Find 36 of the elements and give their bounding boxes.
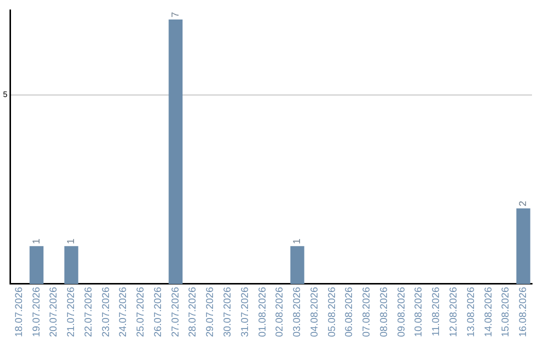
x-tick-label: 05.08.2026 <box>326 286 338 338</box>
x-tick-label: 31.07.2026 <box>240 286 251 338</box>
x-tick-label: 12.08.2026 <box>448 286 460 338</box>
x-tick-label: 16.08.2026 <box>518 286 530 338</box>
x-tick-label: 30.07.2026 <box>222 286 234 338</box>
x-tick-label: 19.07.2026 <box>31 286 42 338</box>
x-tick-label: 04.08.2026 <box>309 286 320 338</box>
x-tick-label: 08.08.2026 <box>378 286 390 338</box>
x-tick-label: 02.08.2026 <box>274 286 286 338</box>
x-tick-label: 03.08.2026 <box>292 286 304 338</box>
x-tick-label: 22.07.2026 <box>83 286 94 338</box>
x-tick-label: 21.07.2026 <box>66 286 78 338</box>
x-tick-label: 27.07.2026 <box>170 286 182 338</box>
x-tick-label: 23.07.2026 <box>100 286 112 338</box>
data-label: 1 <box>66 238 78 244</box>
x-tick-label: 06.08.2026 <box>344 286 356 338</box>
x-tick-label: 28.07.2026 <box>188 286 199 338</box>
x-tick-label: 18.07.2026 <box>14 286 25 338</box>
x-tick-label: 26.07.2026 <box>152 286 164 338</box>
y-tick-label: 5 <box>2 90 8 100</box>
x-tick-label: 25.07.2026 <box>136 286 147 338</box>
x-tick-label: 20.07.2026 <box>48 286 60 338</box>
x-tick-label: 10.08.2026 <box>414 286 425 338</box>
data-label: 7 <box>170 11 182 18</box>
x-tick-label: 09.08.2026 <box>396 286 408 338</box>
x-tick-label: 15.08.2026 <box>500 286 512 338</box>
x-tick-label: 07.08.2026 <box>362 286 373 338</box>
x-tick-label: 14.08.2026 <box>483 286 494 338</box>
data-label: 1 <box>31 238 42 244</box>
x-tick-label: 13.08.2026 <box>466 286 477 338</box>
data-label: 2 <box>518 200 530 206</box>
x-tick-label: 29.07.2026 <box>205 286 216 338</box>
x-tick-label: 24.07.2026 <box>118 286 130 338</box>
x-tick-label: 11.08.2026 <box>431 286 442 336</box>
data-label: 1 <box>292 238 304 244</box>
x-tick-label: 01.08.2026 <box>257 286 268 338</box>
